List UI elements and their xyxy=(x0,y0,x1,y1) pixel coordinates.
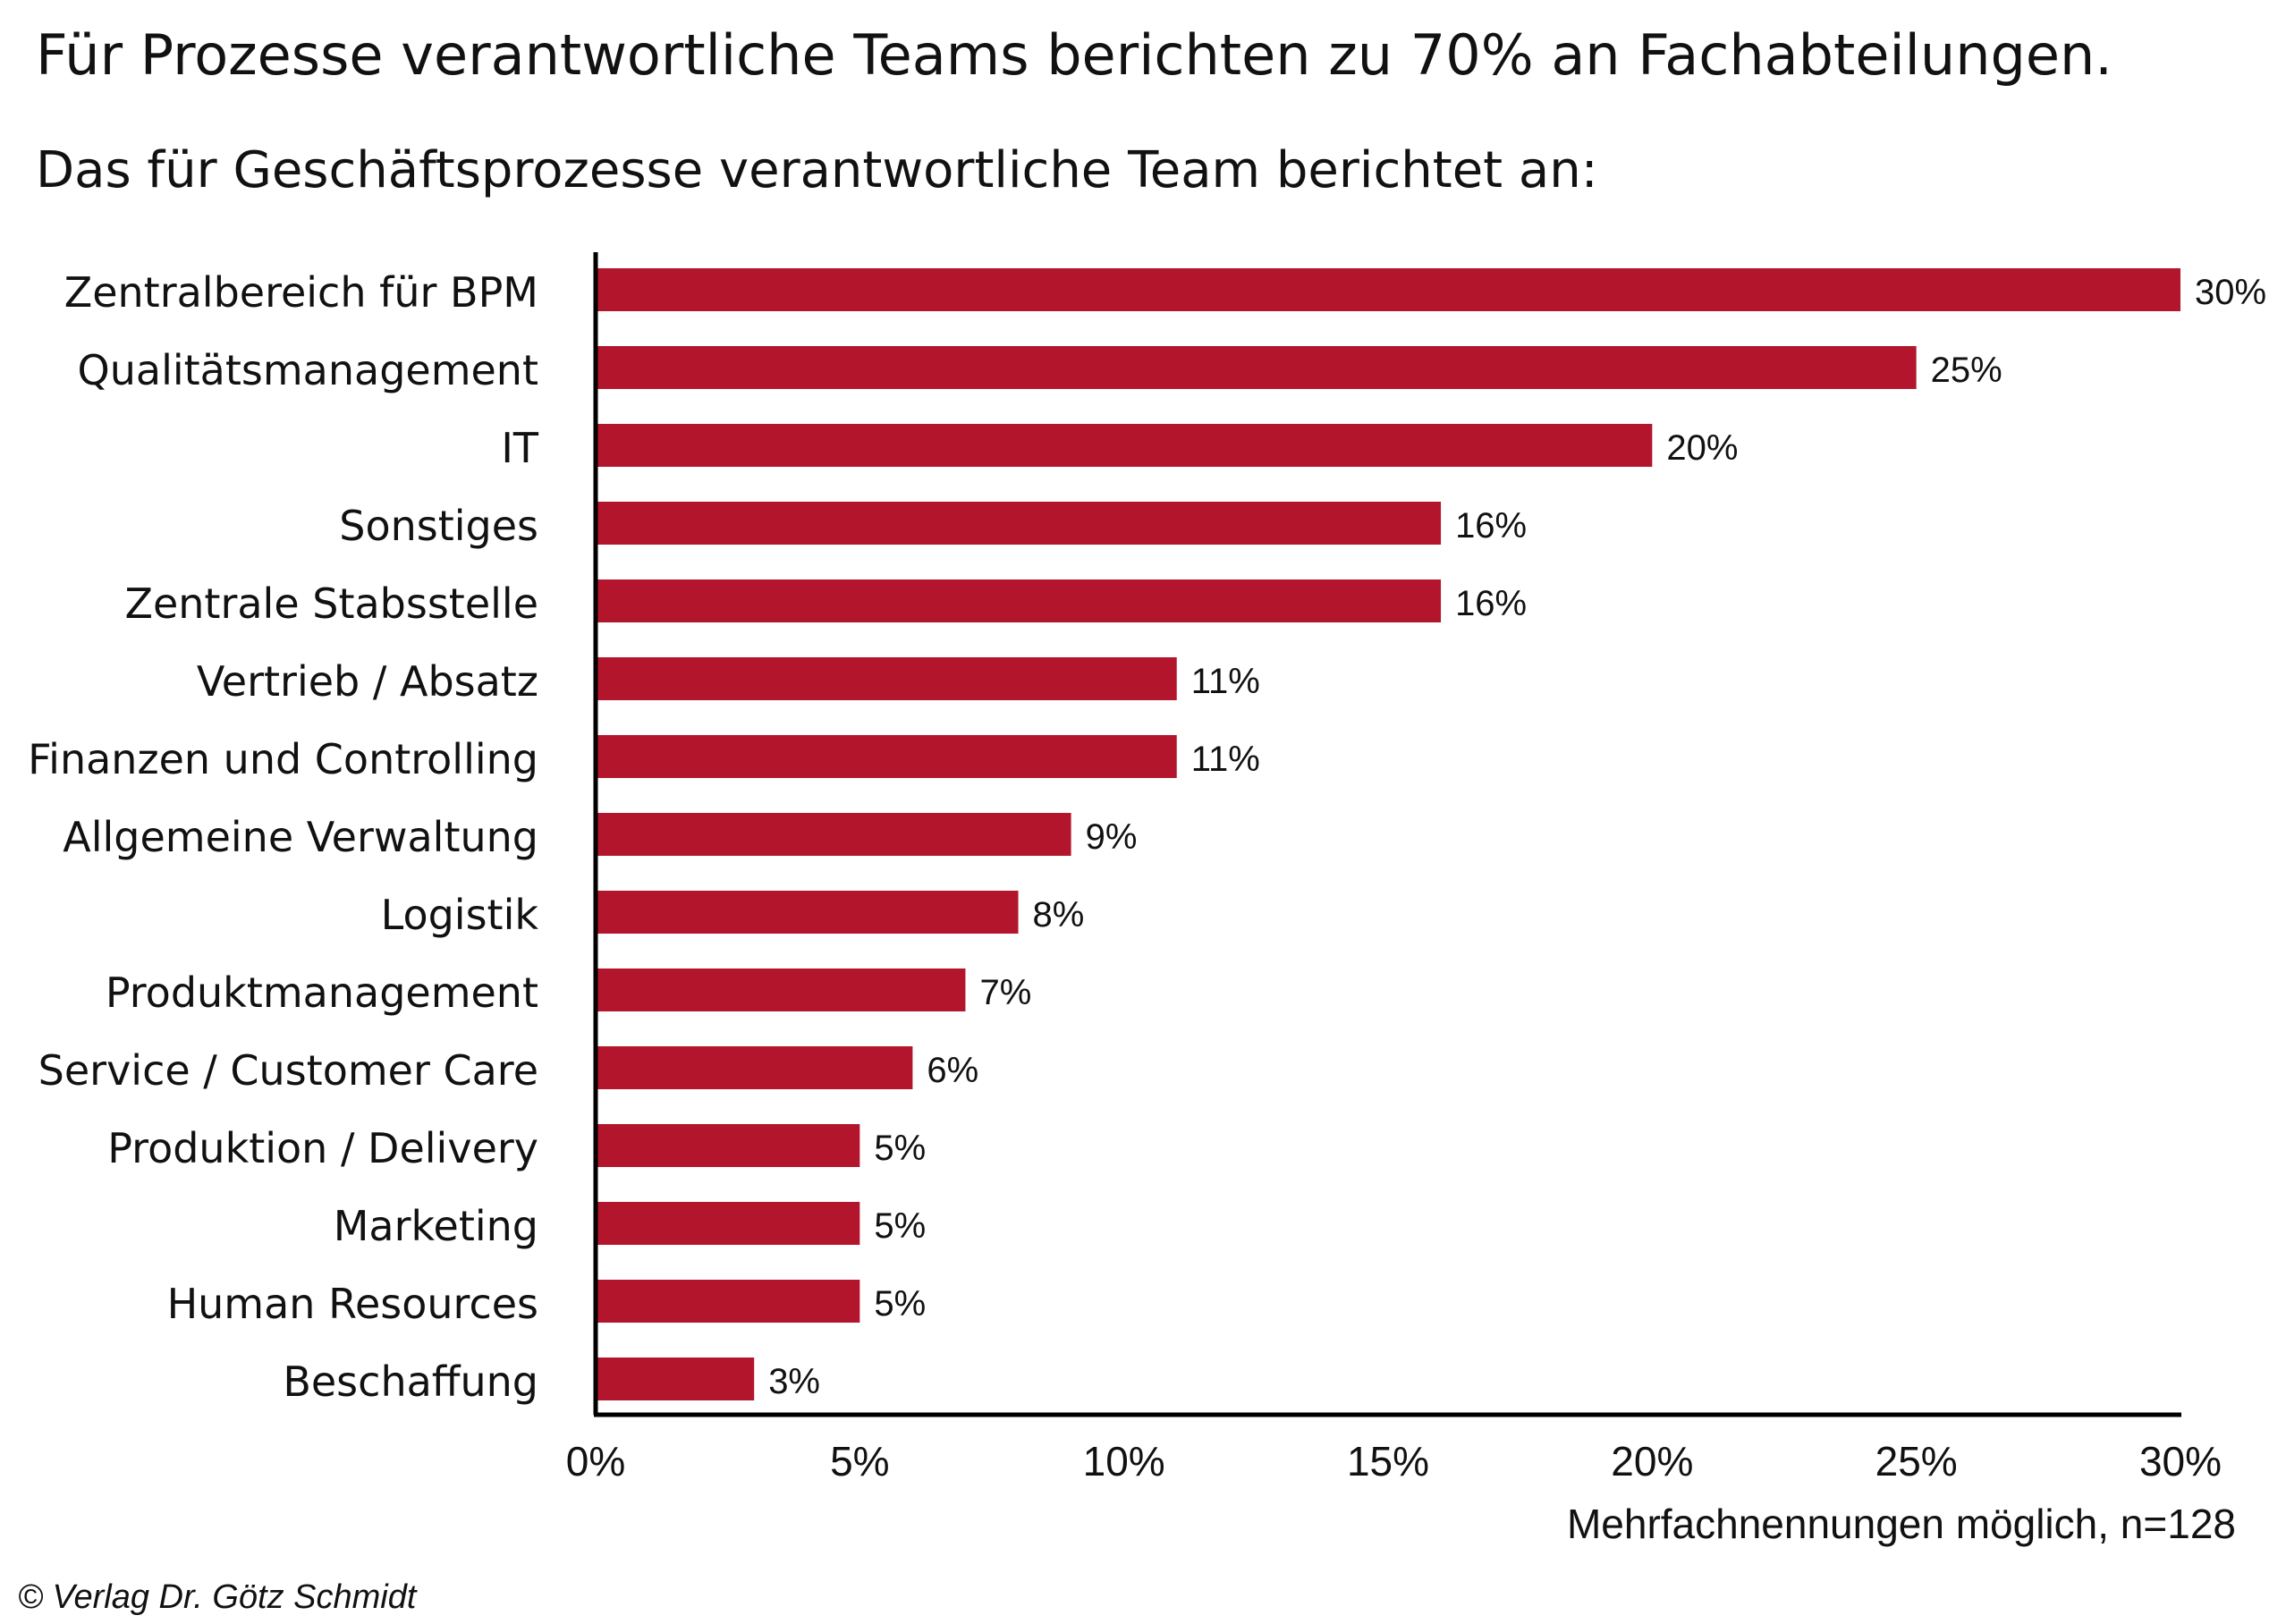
data-label: 5% xyxy=(874,1206,926,1246)
data-label: 5% xyxy=(874,1284,926,1324)
bar xyxy=(596,657,1177,700)
bar xyxy=(596,268,2180,311)
chart-subtitle: Das für Geschäftsprozesse verantwortlich… xyxy=(36,141,1598,199)
category-label: Zentrale Stabsstelle xyxy=(124,579,538,628)
x-tick-label: 20% xyxy=(1611,1438,1693,1484)
data-label: 20% xyxy=(1666,428,1738,468)
bar xyxy=(596,1046,913,1089)
bar xyxy=(596,735,1177,778)
category-label: Service / Customer Care xyxy=(38,1046,538,1095)
category-label: Qualitätsmanagement xyxy=(78,346,538,394)
x-tick-label: 25% xyxy=(1875,1438,1958,1484)
bar xyxy=(596,502,1442,545)
data-label: 16% xyxy=(1455,506,1527,546)
bar xyxy=(596,424,1653,467)
category-label: Finanzen und Controlling xyxy=(28,735,538,783)
bar xyxy=(596,1280,860,1323)
data-label: 5% xyxy=(874,1129,926,1168)
bar xyxy=(596,579,1442,622)
category-label: Vertrieb / Absatz xyxy=(197,657,538,706)
bar xyxy=(596,1202,860,1245)
data-label: 16% xyxy=(1455,584,1527,623)
bar xyxy=(596,891,1019,934)
data-label: 11% xyxy=(1191,662,1260,701)
category-label: Marketing xyxy=(334,1202,538,1250)
category-label: Human Resources xyxy=(167,1280,538,1328)
x-tick-label: 30% xyxy=(2139,1438,2222,1484)
copyright-notice: © Verlag Dr. Götz Schmidt xyxy=(18,1578,417,1616)
category-label: Produktion / Delivery xyxy=(107,1124,538,1172)
category-label: Allgemeine Verwaltung xyxy=(63,813,538,861)
data-label: 11% xyxy=(1191,740,1260,779)
data-label: 30% xyxy=(2195,273,2266,312)
category-label: Produktmanagement xyxy=(106,968,538,1017)
data-label: 9% xyxy=(1086,817,1138,857)
data-label: 8% xyxy=(1033,895,1085,935)
bar xyxy=(596,968,966,1011)
bar xyxy=(596,346,1917,389)
x-tick-label: 10% xyxy=(1083,1438,1165,1484)
x-tick-label: 15% xyxy=(1347,1438,1429,1484)
x-tick-label: 0% xyxy=(566,1438,625,1484)
category-label: Beschaffung xyxy=(283,1358,538,1406)
sample-note: Mehrfachnennungen möglich, n=128 xyxy=(1566,1501,2236,1547)
data-label: 3% xyxy=(768,1362,820,1401)
data-label: 7% xyxy=(979,973,1031,1012)
bar xyxy=(596,1358,755,1400)
data-label: 25% xyxy=(1931,351,2002,390)
data-label: 6% xyxy=(927,1051,978,1090)
bar xyxy=(596,813,1071,856)
category-label: IT xyxy=(501,424,539,472)
category-label: Zentralbereich für BPM xyxy=(64,268,538,317)
chart-title: Für Prozesse verantwortliche Teams beric… xyxy=(36,22,2113,88)
x-tick-label: 5% xyxy=(830,1438,889,1484)
category-label: Sonstiges xyxy=(339,502,538,550)
category-label: Logistik xyxy=(381,891,539,939)
bar xyxy=(596,1124,860,1167)
